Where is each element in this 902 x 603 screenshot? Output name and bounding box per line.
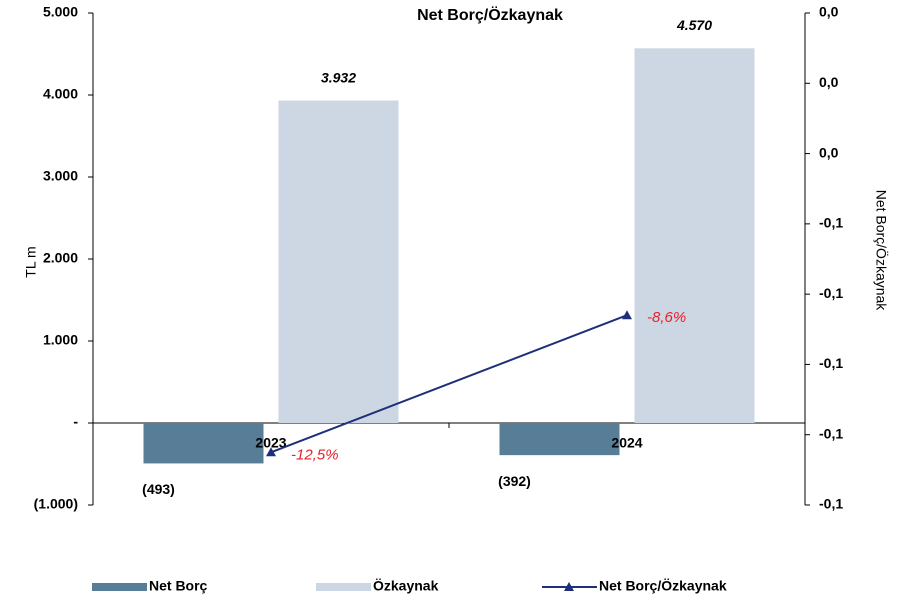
y2-tick-label: 0,0: [819, 144, 839, 160]
chart-title: Net Borç/Özkaynak: [417, 5, 563, 24]
x-tick-label: 2024: [611, 435, 642, 451]
bar: [278, 100, 399, 424]
legend-label: Özkaynak: [373, 578, 439, 594]
y-tick-label: 4.000: [43, 86, 78, 102]
y-tick-label: 2.000: [43, 250, 78, 266]
bar-value-label: (392): [498, 473, 531, 489]
y2-tick-label: -0,1: [819, 285, 843, 301]
bar-value-label: 4.570: [676, 17, 712, 33]
y-tick-label: -: [73, 414, 78, 430]
y2-axis-label: Net Borç/Özkaynak: [873, 190, 890, 312]
y2-tick-label: -0,1: [819, 496, 843, 512]
line-marker: [266, 447, 276, 457]
bar-value-label: 3.932: [321, 69, 356, 85]
bar-value-label: (493): [142, 481, 175, 497]
y-tick-label: 5.000: [43, 4, 78, 20]
y-tick-label: 1.000: [43, 332, 78, 348]
line: [270, 314, 628, 454]
line-value-label: -12,5%: [291, 446, 339, 463]
legend-swatch: [316, 583, 371, 591]
bar: [634, 48, 755, 423]
legend-swatch: [92, 583, 147, 591]
y-axis-label: TL m: [23, 246, 39, 277]
y2-tick-label: 0,0: [819, 74, 839, 90]
legend-label: Net Borç/Özkaynak: [599, 578, 727, 594]
y-tick-label: 3.000: [43, 168, 78, 184]
legend-label: Net Borç: [149, 578, 208, 594]
y2-tick-label: -0,1: [819, 215, 843, 231]
x-tick-label: 2023: [255, 435, 286, 451]
line-value-label: -8,6%: [647, 309, 686, 326]
y2-tick-label: -0,1: [819, 425, 843, 441]
y-tick-label: (1.000): [34, 496, 78, 512]
y2-tick-label: -0,1: [819, 355, 843, 371]
bar: [499, 423, 620, 456]
bar: [143, 423, 264, 464]
y2-tick-label: 0,0: [819, 4, 839, 20]
line-marker: [622, 310, 632, 320]
legend-marker: [564, 582, 574, 591]
